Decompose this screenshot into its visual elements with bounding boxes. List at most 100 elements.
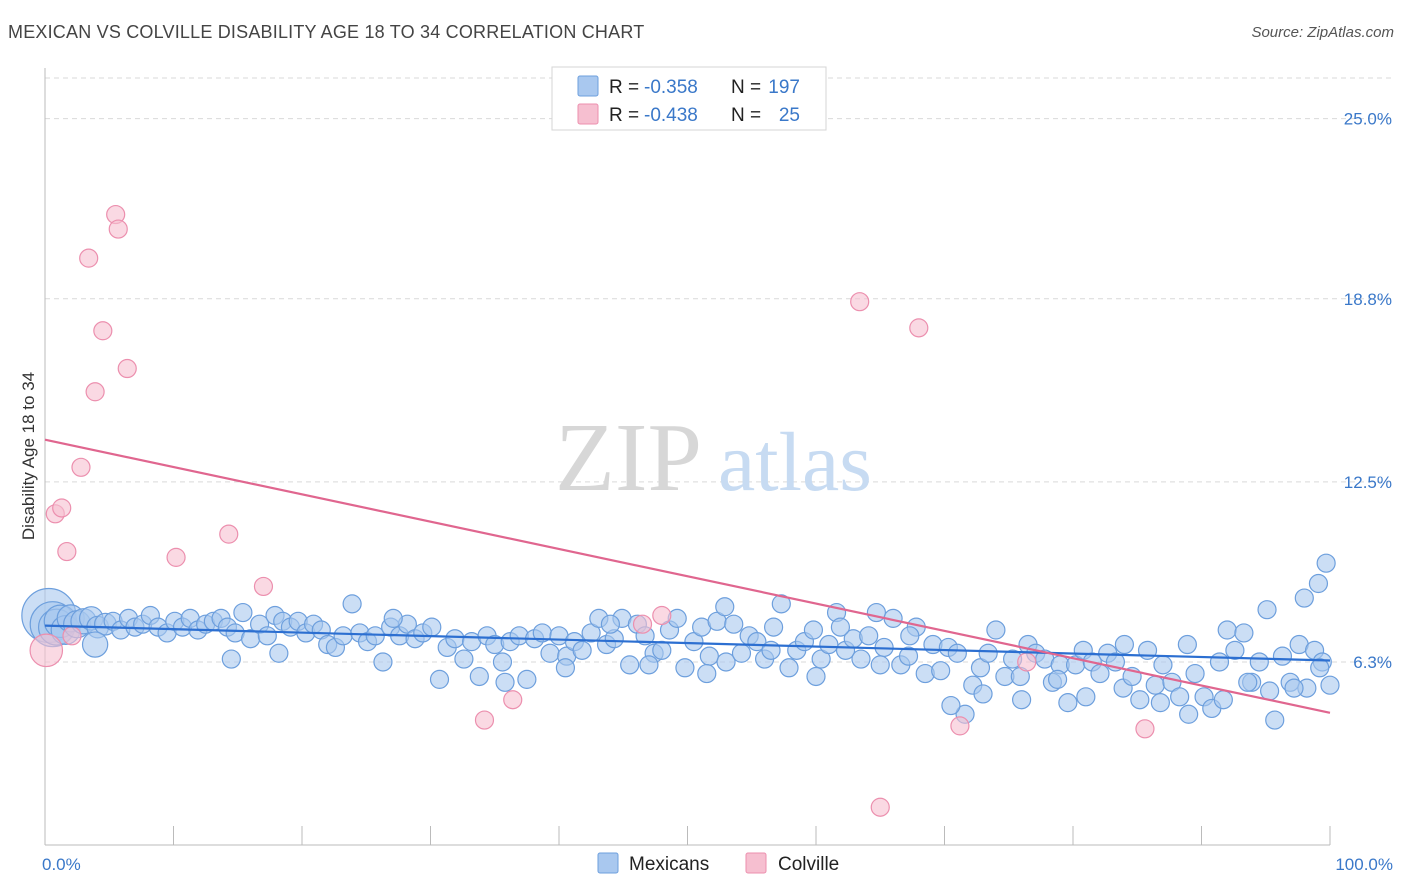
mexicans-point [761,640,781,660]
mexicans-point [1153,655,1173,675]
legend-r-value-mexicans: -0.358 [644,77,698,98]
gridlines [45,77,1392,663]
mexicans-point [495,672,515,692]
mexicans-point [724,614,744,634]
x-tick-label: 0.0% [42,855,81,874]
colville-point [870,797,890,817]
colville-point [652,605,672,626]
mexicans-point [1320,675,1340,695]
mexicans-point [1047,669,1068,689]
mexicans-point [1217,620,1237,640]
mexicans-point [675,658,695,678]
mexicans-point [806,666,826,687]
mexicans-point [1011,690,1032,710]
mexicans-point [1257,600,1277,620]
mexicans-point [469,666,489,687]
mexicans-point [600,614,621,634]
mexicans-point [342,594,362,614]
mexicans-point [1225,640,1245,660]
legend-n-value-colville: 25 [779,105,800,126]
mexicans-point [81,631,109,658]
colville-point [166,547,186,567]
colville-point [57,541,77,562]
mexicans-point [257,626,277,646]
colville-point [79,248,99,268]
mexicans-point [555,658,576,678]
legend-r-label-colville: R = [609,105,639,126]
mexicans-point [540,643,560,663]
colville-point [29,633,64,668]
y-tick-labels: 6.3% 12.5% 18.8% 25.0% [1344,110,1392,672]
mexicans-point [1272,646,1293,666]
mexicans-point [445,629,465,649]
colville-point [71,457,91,477]
mexicans-point [947,643,967,663]
y-axis-title: Disability Age 18 to 34 [19,372,38,540]
chart-source: Source: ZipAtlas.com [1251,24,1394,41]
legend-stats: R = -0.358 N = 197 R = -0.438 N = 25 [551,66,827,131]
legend-n-label-colville: N = [731,105,761,126]
mexicans-point [1090,663,1110,684]
mexicans-point [697,663,717,684]
mexicans-point [978,643,998,663]
legend-label-mexicans: Mexicans [629,854,709,875]
y-tick-label: 25.0% [1344,110,1392,129]
legend-r-value-colville: -0.438 [644,105,698,126]
mexicans-point [1179,704,1199,724]
mexicans-point [771,594,791,614]
colville-trend-line [44,438,1331,714]
legend-r-label-mexicans: R = [609,77,639,98]
mexicans-point [1177,634,1197,655]
colville-point [253,576,274,597]
mexicans-point [1310,658,1330,678]
mexicans-point [1238,672,1258,692]
legend-swatch-colville-bottom [745,852,767,874]
watermark-atlas: atlas [718,416,872,509]
mexicans-point [941,695,961,716]
colville-point [850,292,870,312]
colville-point [909,318,929,338]
mexicans-point [429,669,450,689]
mexicans-point [492,652,513,672]
mexicans-point [830,617,851,637]
legend-swatch-mexicans [577,75,599,97]
mexicans-point [1284,678,1304,698]
series-mexicans [21,553,1340,730]
mexicans-point [454,649,474,669]
colville-point [474,710,495,730]
mexicans-point [1058,693,1078,713]
mexicans-point [699,646,719,666]
mexicans-point [1114,634,1135,655]
y-tick-label: 18.8% [1344,290,1392,309]
mexicans-point [422,617,442,637]
mexicans-point [221,649,241,669]
mexicans-point [866,602,886,623]
colville-point [108,219,128,239]
mexicans-point [898,646,919,666]
mexicans-point [900,626,920,646]
watermark-zip: ZIP [555,404,702,512]
colville-point [52,498,72,518]
y-tick-label: 12.5% [1344,473,1392,492]
mexicans-point [572,640,592,660]
mexicans-point [1170,687,1190,707]
mexicans-point [851,649,871,669]
mexicans-point [931,661,951,681]
mexicans-point [1145,675,1165,695]
mexicans-point [1150,693,1170,713]
colville-point [93,321,113,341]
mexicans-point [1260,681,1280,701]
x-tick-labels: 0.0% 100.0% [42,855,1393,874]
colville-point [1017,652,1037,672]
mexicans-point [1249,652,1269,672]
mexicans-point [870,655,890,675]
mexicans-point [1209,652,1230,672]
mexicans-trend-line [44,624,1331,662]
mexicans-point [715,597,735,617]
mexicans-point [1308,573,1329,594]
trend-lines [44,438,1331,714]
mexicans-point [373,652,393,672]
mexicans-point [986,620,1006,640]
chart-title: MEXICAN VS COLVILLE DISABILITY AGE 18 TO… [8,22,645,42]
